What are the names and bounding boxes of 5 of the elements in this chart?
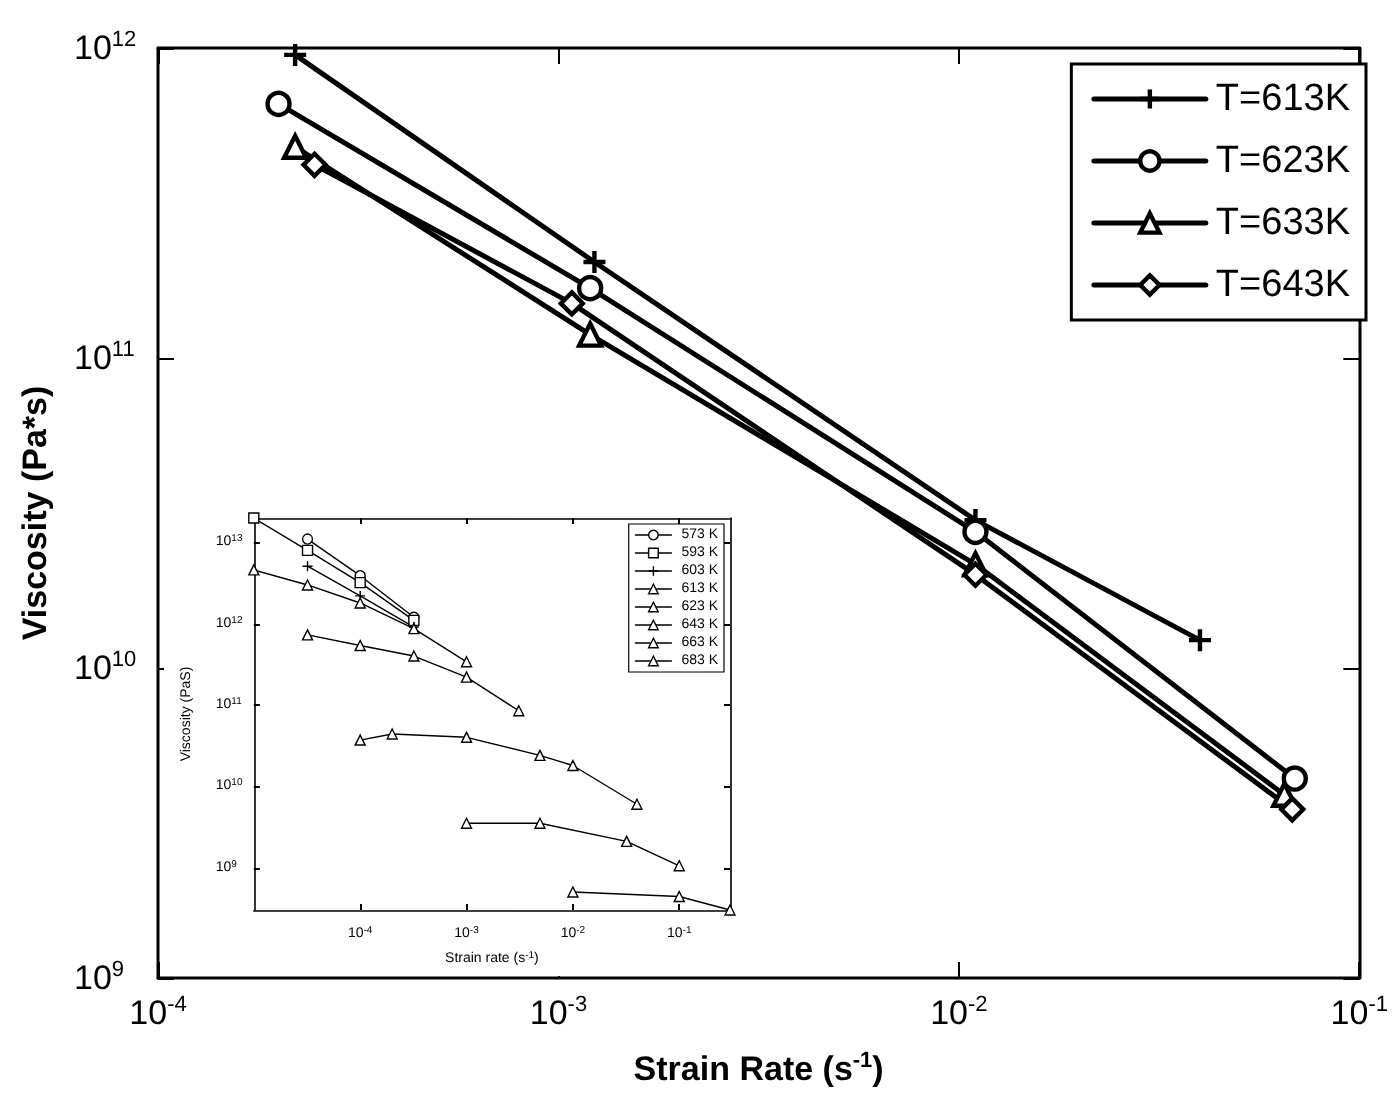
legend-label: T=623K [1215, 140, 1351, 182]
legend-label: T=613K [1215, 78, 1351, 120]
legend-label: T=643K [1215, 264, 1351, 306]
y-axis-title: Viscosity (Pa*s) [16, 385, 55, 641]
legend-label: T=633K [1215, 202, 1351, 244]
